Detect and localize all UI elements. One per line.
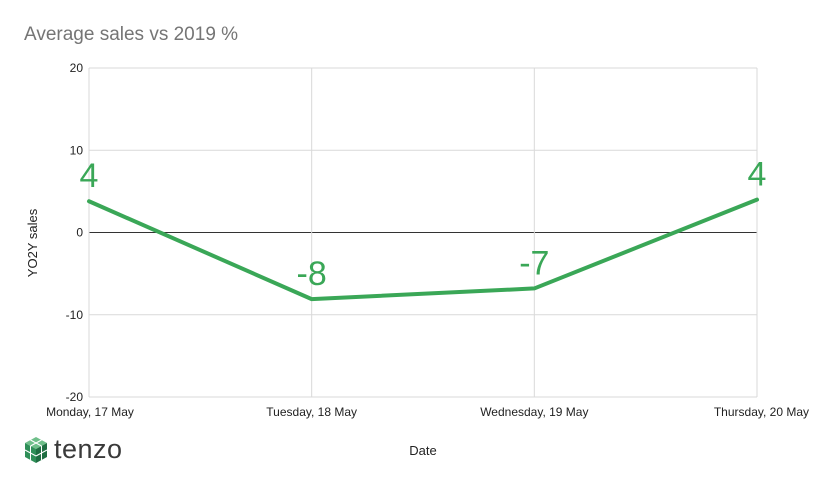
x-tick-label: Wednesday, 19 May — [480, 405, 588, 419]
data-label: -8 — [297, 255, 327, 293]
series-line — [87, 197, 759, 302]
x-axis-label: Date — [409, 443, 436, 458]
x-tick-label: Thursday, 20 May — [714, 405, 809, 419]
logo-text: tenzo — [54, 434, 123, 464]
y-tick-label: 0 — [76, 226, 83, 240]
x-axis-ticks: Monday, 17 May Tuesday, 18 May Wednesday, … — [46, 405, 809, 419]
data-label: -7 — [519, 244, 549, 282]
cube-logo-icon — [24, 436, 48, 463]
y-axis-ticks: 20 10 0 -10 -20 — [66, 61, 84, 404]
y-tick-label: 20 — [70, 61, 84, 75]
tenzo-logo: tenzo — [24, 434, 123, 465]
data-labels: 4 -8 -7 4 — [80, 156, 767, 294]
x-tick-label: Tuesday, 18 May — [266, 405, 357, 419]
y-tick-label: 10 — [70, 143, 84, 157]
x-tick-label: Monday, 17 May — [46, 405, 134, 419]
series — [87, 197, 759, 302]
chart-title: Average sales vs 2019 % — [24, 24, 238, 45]
y-axis-label: YO2Y sales — [25, 208, 40, 277]
y-tick-label: -10 — [66, 308, 84, 322]
data-label: 4 — [80, 157, 99, 195]
data-label: 4 — [748, 156, 767, 194]
y-tick-label: -20 — [66, 390, 84, 404]
grid — [88, 67, 758, 398]
